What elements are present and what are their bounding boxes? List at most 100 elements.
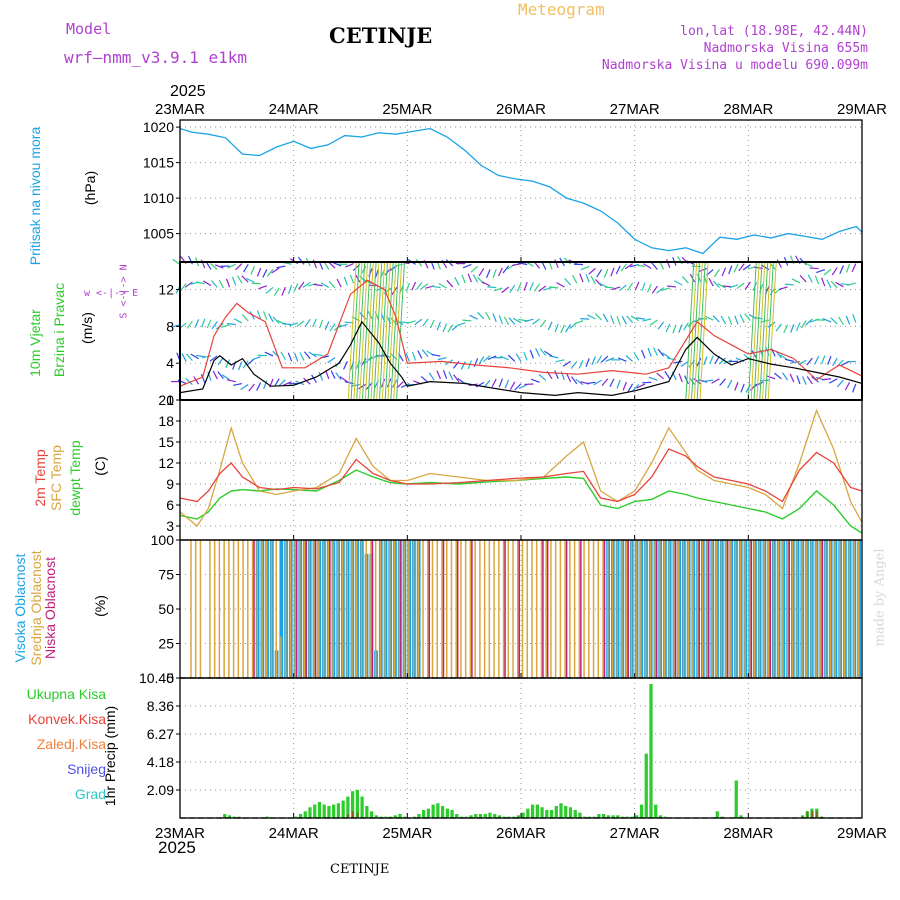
precip-total-bar: [327, 805, 331, 818]
precip-total-bar: [450, 809, 454, 818]
wind-arrow: [832, 357, 838, 367]
wind-gust-streak: [685, 261, 695, 401]
wind-arrow: [698, 379, 708, 383]
wind-arrow: [566, 373, 572, 383]
wind-arrow: [483, 379, 491, 388]
precip-total-bar: [332, 804, 336, 818]
wind-arrow: [422, 318, 429, 327]
wind-arrow: [529, 282, 534, 291]
wind-arrow: [578, 360, 584, 369]
precip-total-bar: [559, 803, 563, 818]
wind-arrow: [603, 269, 609, 278]
wind-arrow: [417, 350, 423, 359]
wind-arrow: [181, 353, 187, 362]
wind-arrow: [512, 317, 522, 324]
wind-gust-streak: [347, 261, 357, 401]
date-tick-bottom: 24MAR: [269, 825, 319, 842]
wind-arrow: [512, 263, 522, 267]
wind-arrow: [184, 281, 193, 288]
wind-arrow: [627, 282, 634, 291]
precip-conv-bar: [806, 811, 809, 818]
wind-arrow: [414, 318, 423, 326]
wind-arrow: [704, 379, 714, 382]
wind-arrow: [821, 277, 826, 287]
wind-direction-legend: w <-|-> E: [84, 288, 139, 299]
wind-arrow: [237, 361, 243, 371]
wind-gust-streak: [699, 261, 709, 401]
wind-arrow: [420, 376, 429, 383]
precip-total-bar: [554, 805, 558, 818]
cloud-unit: (%): [92, 595, 108, 617]
precip-total-bar: [530, 804, 535, 818]
precip-total-bar: [369, 811, 374, 818]
precip-total-bar: [583, 816, 587, 818]
wind-arrow: [498, 315, 503, 324]
date-tick-bottom: 23MAR: [155, 825, 205, 842]
date-tick-bottom: 28MAR: [723, 825, 773, 842]
wind-arrow: [823, 268, 832, 276]
grid-layer: [180, 120, 862, 818]
precip-conv-bar: [224, 816, 226, 818]
wind-arrow: [420, 283, 429, 290]
legend-konvek-kisa: Konvek.Kisa: [28, 711, 106, 727]
wind-arrow: [620, 263, 627, 272]
wind-arrow: [242, 360, 249, 369]
date-tick-bottom: 26MAR: [496, 825, 546, 842]
wind-y-tick-label: 0: [166, 392, 174, 408]
wind-arrow: [431, 285, 441, 289]
wind-arrow: [365, 356, 373, 364]
wind-arrow: [801, 376, 807, 385]
wind-gust-streak: [693, 261, 703, 401]
wind-arrow: [852, 383, 857, 393]
wind-arrow: [826, 279, 832, 288]
precip-total-bar: [611, 815, 615, 818]
wind-arrow: [263, 380, 268, 390]
wind-arrow: [540, 319, 547, 328]
wind-arrow: [493, 287, 503, 292]
precip-total-bar: [644, 753, 648, 818]
wind-arrow: [338, 323, 348, 328]
wind-arrow: [335, 372, 342, 381]
date-tick-bottom: 25MAR: [382, 825, 432, 842]
precip-total-bar: [232, 816, 236, 818]
wind-arrow: [806, 357, 813, 366]
precip-total-bar: [625, 816, 629, 818]
wind-arrow: [303, 351, 311, 360]
precip-total-bar: [535, 804, 539, 818]
wind-arrow: [734, 315, 739, 325]
wind-arrow: [200, 374, 206, 383]
wind-arrow: [838, 316, 844, 326]
wind-arrow: [233, 382, 243, 386]
wind-arrow: [595, 279, 603, 287]
wind-gust-streak: [764, 261, 774, 401]
wind-arrow: [593, 379, 602, 386]
wind-speed-line: [179, 320, 863, 397]
wind-arrow: [256, 382, 262, 391]
sfc-temp-line: [179, 408, 863, 527]
wind-arrow: [852, 313, 857, 323]
date-tick-top: 24MAR: [269, 101, 319, 118]
wind-arrow: [647, 283, 652, 293]
temp-dewpt-title: dewpt Temp: [67, 440, 83, 516]
wind-arrow: [265, 286, 274, 294]
wind-arrow: [344, 321, 354, 324]
pressure-y-tick-label: 1020: [143, 119, 174, 135]
wind-gust-streak: [696, 261, 706, 401]
wind-arrow: [657, 321, 665, 330]
temperature-y-tick-label: 12: [158, 455, 174, 471]
wind-arrow: [461, 274, 466, 284]
temperature-y-tick-label: 15: [158, 434, 174, 450]
precip-y-tick-label: 8.36: [147, 698, 174, 714]
wind-arrow: [681, 276, 689, 284]
year-bottom: 2025: [158, 838, 196, 857]
wind-arrow: [664, 370, 671, 380]
wind-arrow: [280, 351, 286, 360]
pressure-unit: (hPa): [82, 170, 98, 206]
wind-arrow: [221, 374, 230, 381]
wind-arrow: [482, 355, 491, 363]
wind-arrow: [666, 285, 677, 288]
wind-gust-streak: [753, 261, 763, 401]
precip-total-bar: [620, 816, 625, 818]
precip-total-bar: [313, 804, 317, 818]
wind-arrow: [475, 381, 485, 388]
